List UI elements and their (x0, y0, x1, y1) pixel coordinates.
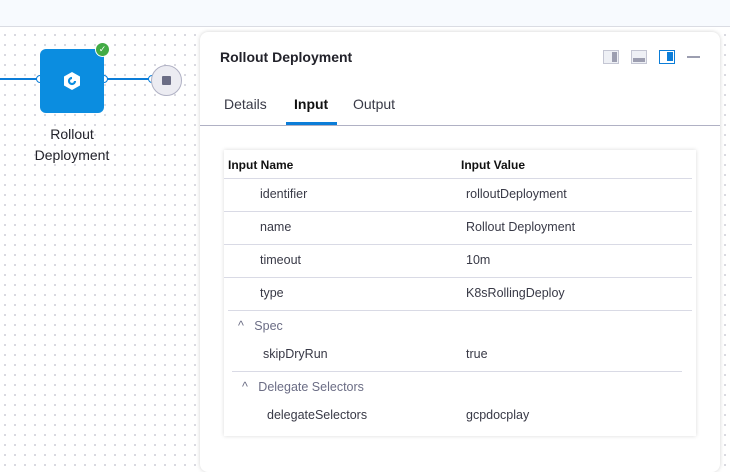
pipeline-edge-out (104, 78, 152, 80)
tab-output[interactable]: Output (353, 96, 396, 112)
group-delegate-selectors-toggle[interactable]: ^ Delegate Selectors (242, 380, 364, 394)
chevron-up-icon: ^ (238, 319, 244, 333)
active-tab-indicator (286, 122, 337, 125)
stop-icon (162, 76, 171, 85)
floating-layout-icon[interactable] (659, 50, 675, 64)
rollout-deployment-node[interactable] (40, 49, 104, 113)
panel-title: Rollout Deployment (220, 49, 353, 65)
split-right-layout-icon[interactable] (603, 50, 619, 64)
input-table: Input Name Input Value identifier rollout… (224, 150, 696, 436)
header-input-value: Input Value (461, 158, 526, 172)
minimize-icon[interactable] (687, 56, 700, 58)
split-bottom-layout-icon[interactable] (631, 50, 647, 64)
header-input-name: Input Name (228, 158, 294, 172)
deployment-icon (64, 72, 80, 90)
success-check-icon: ✓ (95, 42, 110, 57)
chevron-up-icon: ^ (242, 380, 248, 394)
top-bar (0, 0, 730, 27)
group-spec-toggle[interactable]: ^ Spec (238, 319, 283, 333)
step-details-panel: Rollout Deployment Details Input Output … (200, 32, 720, 472)
panel-tabs: Details Input Output (200, 88, 720, 126)
tab-input[interactable]: Input (294, 96, 329, 112)
tab-details[interactable]: Details (224, 96, 267, 112)
node-label: Rollout Deployment (34, 126, 110, 163)
pipeline-edge-in (0, 78, 40, 80)
pipeline-end-node (151, 65, 182, 96)
